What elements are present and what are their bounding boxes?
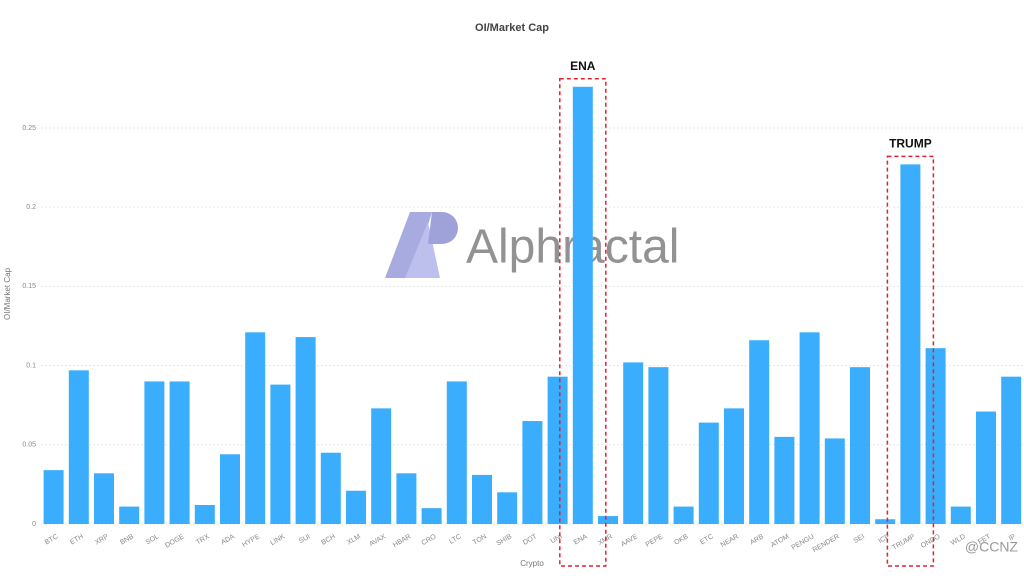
annotation: TRUMP [889,137,932,151]
bar [522,421,543,524]
bar [472,474,492,524]
x-tick-label: HBAR [392,533,412,549]
x-tick-label: TRX [195,533,211,546]
x-tick-label: RENDER [812,533,841,554]
bar [446,381,467,524]
bar [976,411,996,524]
x-tick-label: BNB [119,533,135,546]
y-tick-label: 0.05 [22,442,36,449]
annotation: ENA [570,59,596,73]
bar [144,381,165,524]
x-tick-label: HYPE [241,533,261,549]
x-tick-label: NEAR [720,533,740,549]
bar [950,506,971,524]
x-tick-label: CRO [421,533,438,547]
bar [43,470,64,524]
x-tick-label: ICP [878,533,892,545]
bar [547,376,568,524]
bar [875,519,896,524]
x-tick-label: DOGE [164,533,186,550]
bar [572,86,593,525]
y-tick-label: 0 [32,521,36,528]
bar [295,337,316,524]
bar [698,422,719,524]
x-tick-label: ADA [220,533,236,546]
x-tick-label: XLM [346,533,362,546]
bar [169,381,190,524]
x-tick-label: LINK [269,533,286,547]
y-axis-label: OI/Market Cap [3,267,12,320]
bar [774,436,795,524]
x-tick-label: OKB [673,533,690,547]
bar [497,492,518,524]
bar [119,506,140,524]
bar [749,340,770,524]
y-tick-label: 0.2 [26,204,36,211]
x-tick-label: LTC [448,533,463,545]
x-tick-label: ETC [699,533,715,546]
bar [320,452,341,524]
bar [94,473,114,524]
bar [900,164,921,524]
credit: @CCNZ [965,539,1019,555]
x-tick-label: DOT [522,533,539,547]
x-tick-label: ENA [573,533,589,546]
x-tick-label: TON [472,533,488,546]
bar [371,408,392,524]
x-tick-label: AAVE [620,533,640,548]
bar [623,362,644,524]
x-tick-label: ETH [69,533,85,546]
x-tick-label: PEPE [645,533,665,549]
x-tick-label: AVAX [368,533,387,548]
x-tick-label: BTC [44,533,60,546]
bar [245,332,266,524]
watermark-logo [385,212,458,278]
chart-title: OI/Market Cap [475,22,549,34]
bar [270,384,291,524]
bar [1001,376,1022,524]
x-tick-label: ARB [749,533,765,546]
highlight-box [559,78,607,567]
bar [648,367,669,524]
x-tick-label: SUI [298,533,312,545]
bar [824,438,845,524]
x-tick-label: UNI [550,533,564,545]
x-tick-label: XRP [94,533,110,546]
y-tick-label: 0.1 [26,362,36,369]
x-tick-label: SHIB [495,533,513,547]
x-tick-label: BCH [320,533,336,546]
x-tick-label: ONDO [920,533,942,550]
bar [220,454,240,524]
bar [68,370,89,524]
bar [724,408,744,524]
bar [925,348,946,524]
y-tick-label: 0.25 [22,125,36,132]
x-tick-label: SEI [853,533,866,545]
bar [194,504,215,524]
watermark: Alphractal [466,221,679,274]
highlight-box [886,155,935,567]
bar [598,516,618,524]
x-tick-label: SOL [145,533,161,546]
y-tick-label: 0.15 [22,283,36,290]
x-tick-label: TRUMP [891,533,916,552]
x-tick-label: ATOM [770,533,791,549]
bar [421,508,442,524]
x-axis-label: Crypto [520,559,544,568]
x-tick-label: IP [1008,533,1018,543]
bar [850,367,870,524]
bar [799,332,820,524]
bar [673,506,694,524]
bar [396,473,417,524]
bar [346,490,366,524]
